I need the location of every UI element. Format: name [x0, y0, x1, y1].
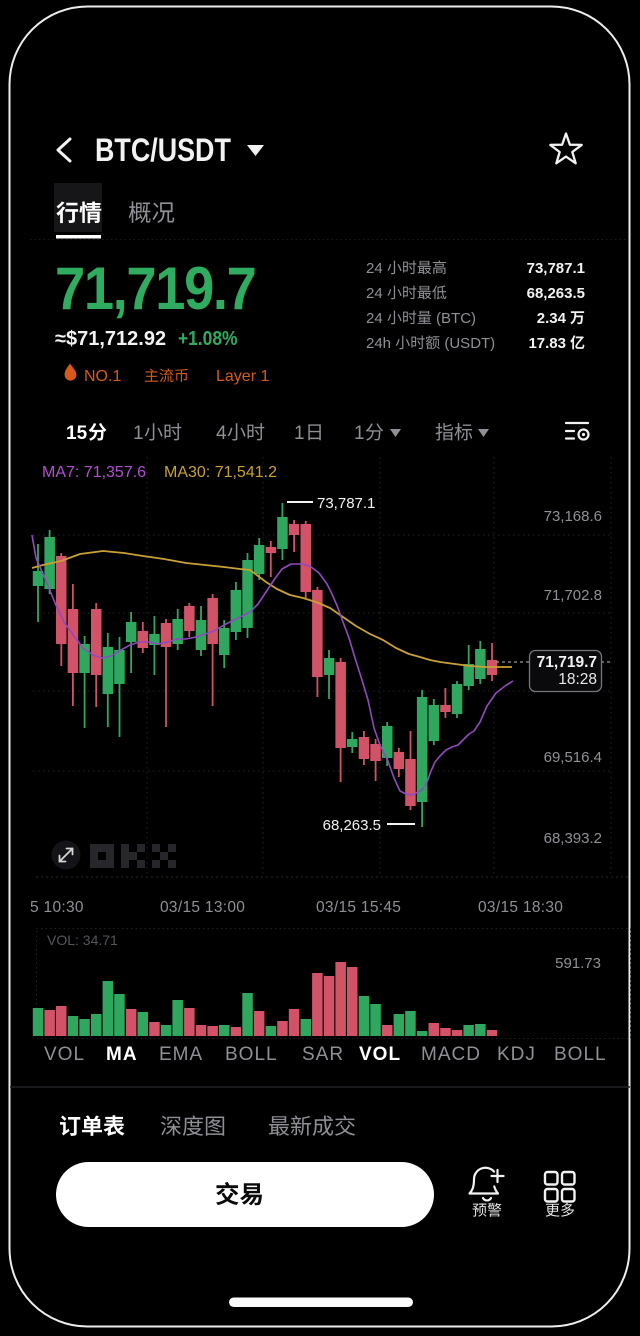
svg-text:24: 24	[366, 260, 383, 277]
svg-text:BOLL: BOLL	[225, 1044, 278, 1065]
svg-text:2.34: 2.34	[537, 310, 567, 327]
svg-text:BOLL: BOLL	[554, 1044, 607, 1065]
svg-text:MA30: 71,541.2: MA30: 71,541.2	[164, 464, 277, 481]
svg-text:17.83: 17.83	[528, 335, 566, 352]
svg-text:VOL: VOL	[359, 1044, 401, 1065]
svg-text:69,516.4: 69,516.4	[544, 749, 602, 766]
svg-text:15: 15	[66, 423, 88, 444]
svg-text:591.73: 591.73	[555, 955, 601, 972]
svg-text:71,719.7: 71,719.7	[55, 256, 256, 323]
svg-text:03/15 13:00: 03/15 13:00	[160, 899, 245, 916]
svg-text:+1.08%: +1.08%	[178, 327, 238, 349]
svg-text:68,393.2: 68,393.2	[544, 830, 602, 847]
svg-text:Layer 1: Layer 1	[216, 368, 269, 385]
svg-text:MA7: 71,357.6: MA7: 71,357.6	[42, 464, 146, 481]
svg-text:SAR: SAR	[302, 1044, 344, 1065]
svg-text:NO.1: NO.1	[84, 368, 121, 385]
svg-text:1: 1	[133, 423, 144, 444]
svg-text:03/15 18:30: 03/15 18:30	[478, 899, 563, 916]
svg-text:≈$71,712.92: ≈$71,712.92	[55, 328, 166, 350]
svg-text:MA: MA	[106, 1044, 138, 1065]
svg-text:24: 24	[366, 285, 383, 302]
svg-text:73,787.1: 73,787.1	[317, 495, 375, 512]
svg-text:68,263.5: 68,263.5	[323, 817, 381, 834]
svg-text:03/15 15:45: 03/15 15:45	[316, 899, 401, 916]
svg-text:MACD: MACD	[421, 1044, 481, 1065]
svg-text:68,263.5: 68,263.5	[527, 285, 585, 302]
svg-text:4: 4	[216, 423, 227, 444]
svg-text:KDJ: KDJ	[497, 1044, 536, 1065]
svg-text:VOL: VOL	[44, 1044, 85, 1065]
svg-text:1: 1	[294, 423, 305, 444]
svg-text:1: 1	[354, 423, 365, 444]
svg-text:5 10:30: 5 10:30	[30, 899, 84, 916]
svg-text:71,719.7: 71,719.7	[537, 654, 597, 671]
svg-text:73,168.6: 73,168.6	[544, 508, 602, 525]
svg-text:18:28: 18:28	[558, 671, 597, 688]
svg-text:BTC/USDT: BTC/USDT	[95, 133, 231, 169]
svg-text:(USDT): (USDT)	[440, 335, 495, 352]
svg-text:71,702.8: 71,702.8	[544, 587, 602, 604]
svg-text:(BTC): (BTC)	[432, 310, 476, 327]
svg-text:EMA: EMA	[159, 1044, 203, 1065]
svg-text:24h: 24h	[366, 335, 391, 352]
svg-text:24: 24	[366, 310, 383, 327]
svg-text:73,787.1: 73,787.1	[527, 260, 585, 277]
svg-text:VOL: 34.71: VOL: 34.71	[47, 932, 118, 948]
